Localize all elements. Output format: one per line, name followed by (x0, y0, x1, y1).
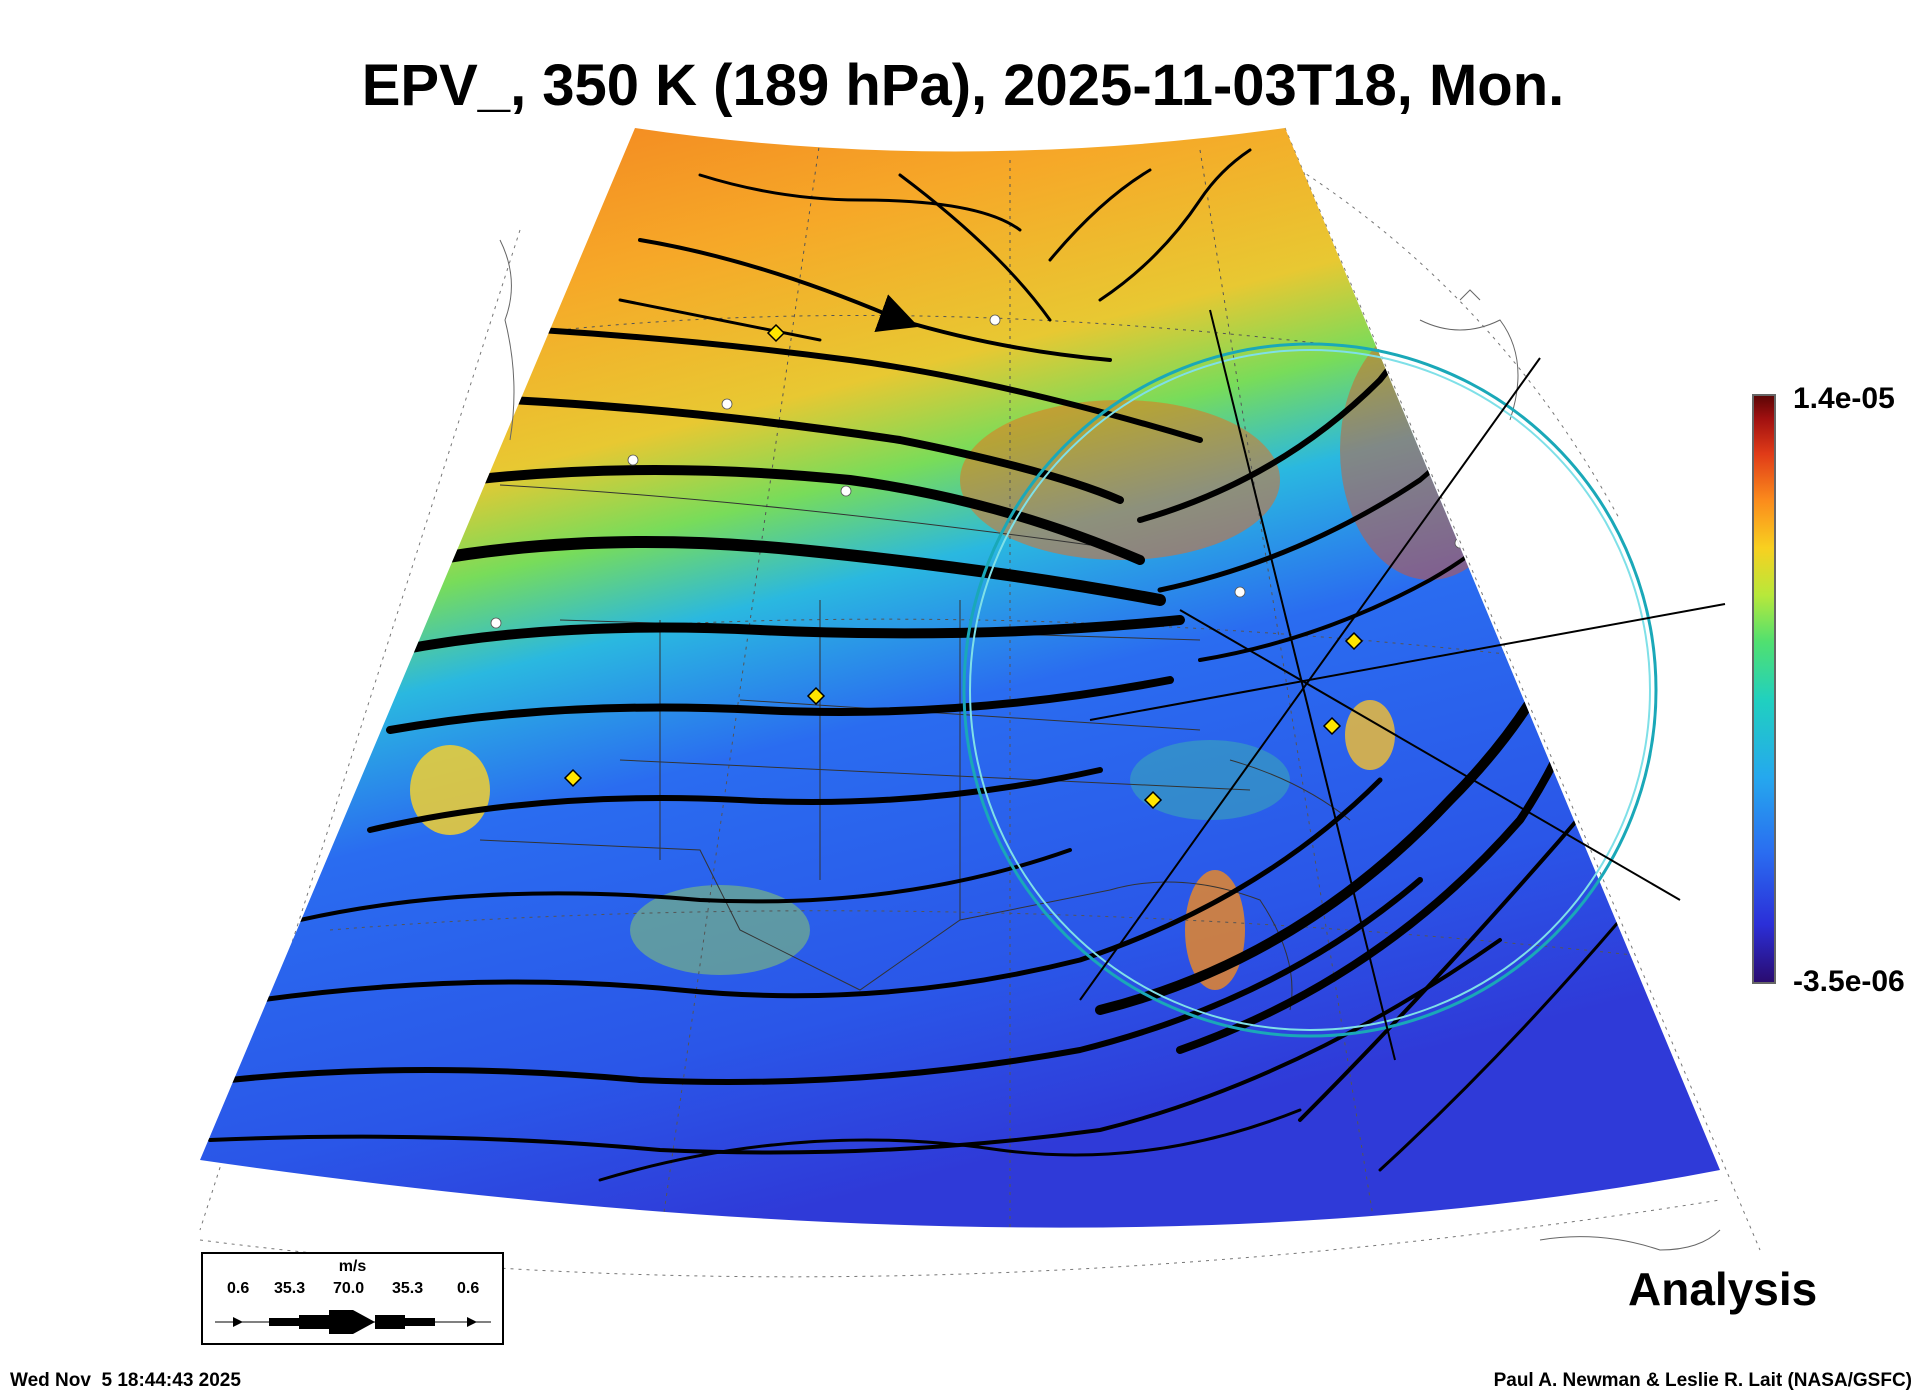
legend-value-5: 0.6 (457, 1280, 480, 1297)
credit: Paul A. Newman & Leslie R. Lait (NASA/GS… (1493, 1370, 1912, 1391)
colorbar-max-label: 1.4e-05 (1793, 382, 1895, 415)
map-title: EPV_, 350 K (189 hPa), 2025-11-03T18, Mo… (361, 53, 1565, 118)
legend-unit: m/s (338, 1258, 367, 1275)
range-ring-outer (962, 342, 1658, 1038)
legend-value-3: 70.0 (333, 1280, 365, 1297)
outside-coastlines (499, 239, 1721, 1251)
analysis-label: Analysis (1628, 1263, 1818, 1315)
legend-arrow (215, 1310, 491, 1334)
colorbar-min-label: -3.5e-06 (1793, 965, 1905, 998)
legend-value-4: 35.3 (392, 1280, 424, 1297)
wind-speed-legend: m/s 0.6 35.3 70.0 35.3 0.6 (201, 1252, 504, 1345)
legend-value-1: 0.6 (227, 1280, 250, 1297)
radial-lines (1079, 309, 1726, 1061)
colorbar (1752, 394, 1776, 984)
timestamp: Wed Nov 5 18:44:43 2025 (10, 1370, 241, 1391)
legend-value-2: 35.3 (274, 1280, 306, 1297)
range-ring-inner (969, 349, 1651, 1031)
